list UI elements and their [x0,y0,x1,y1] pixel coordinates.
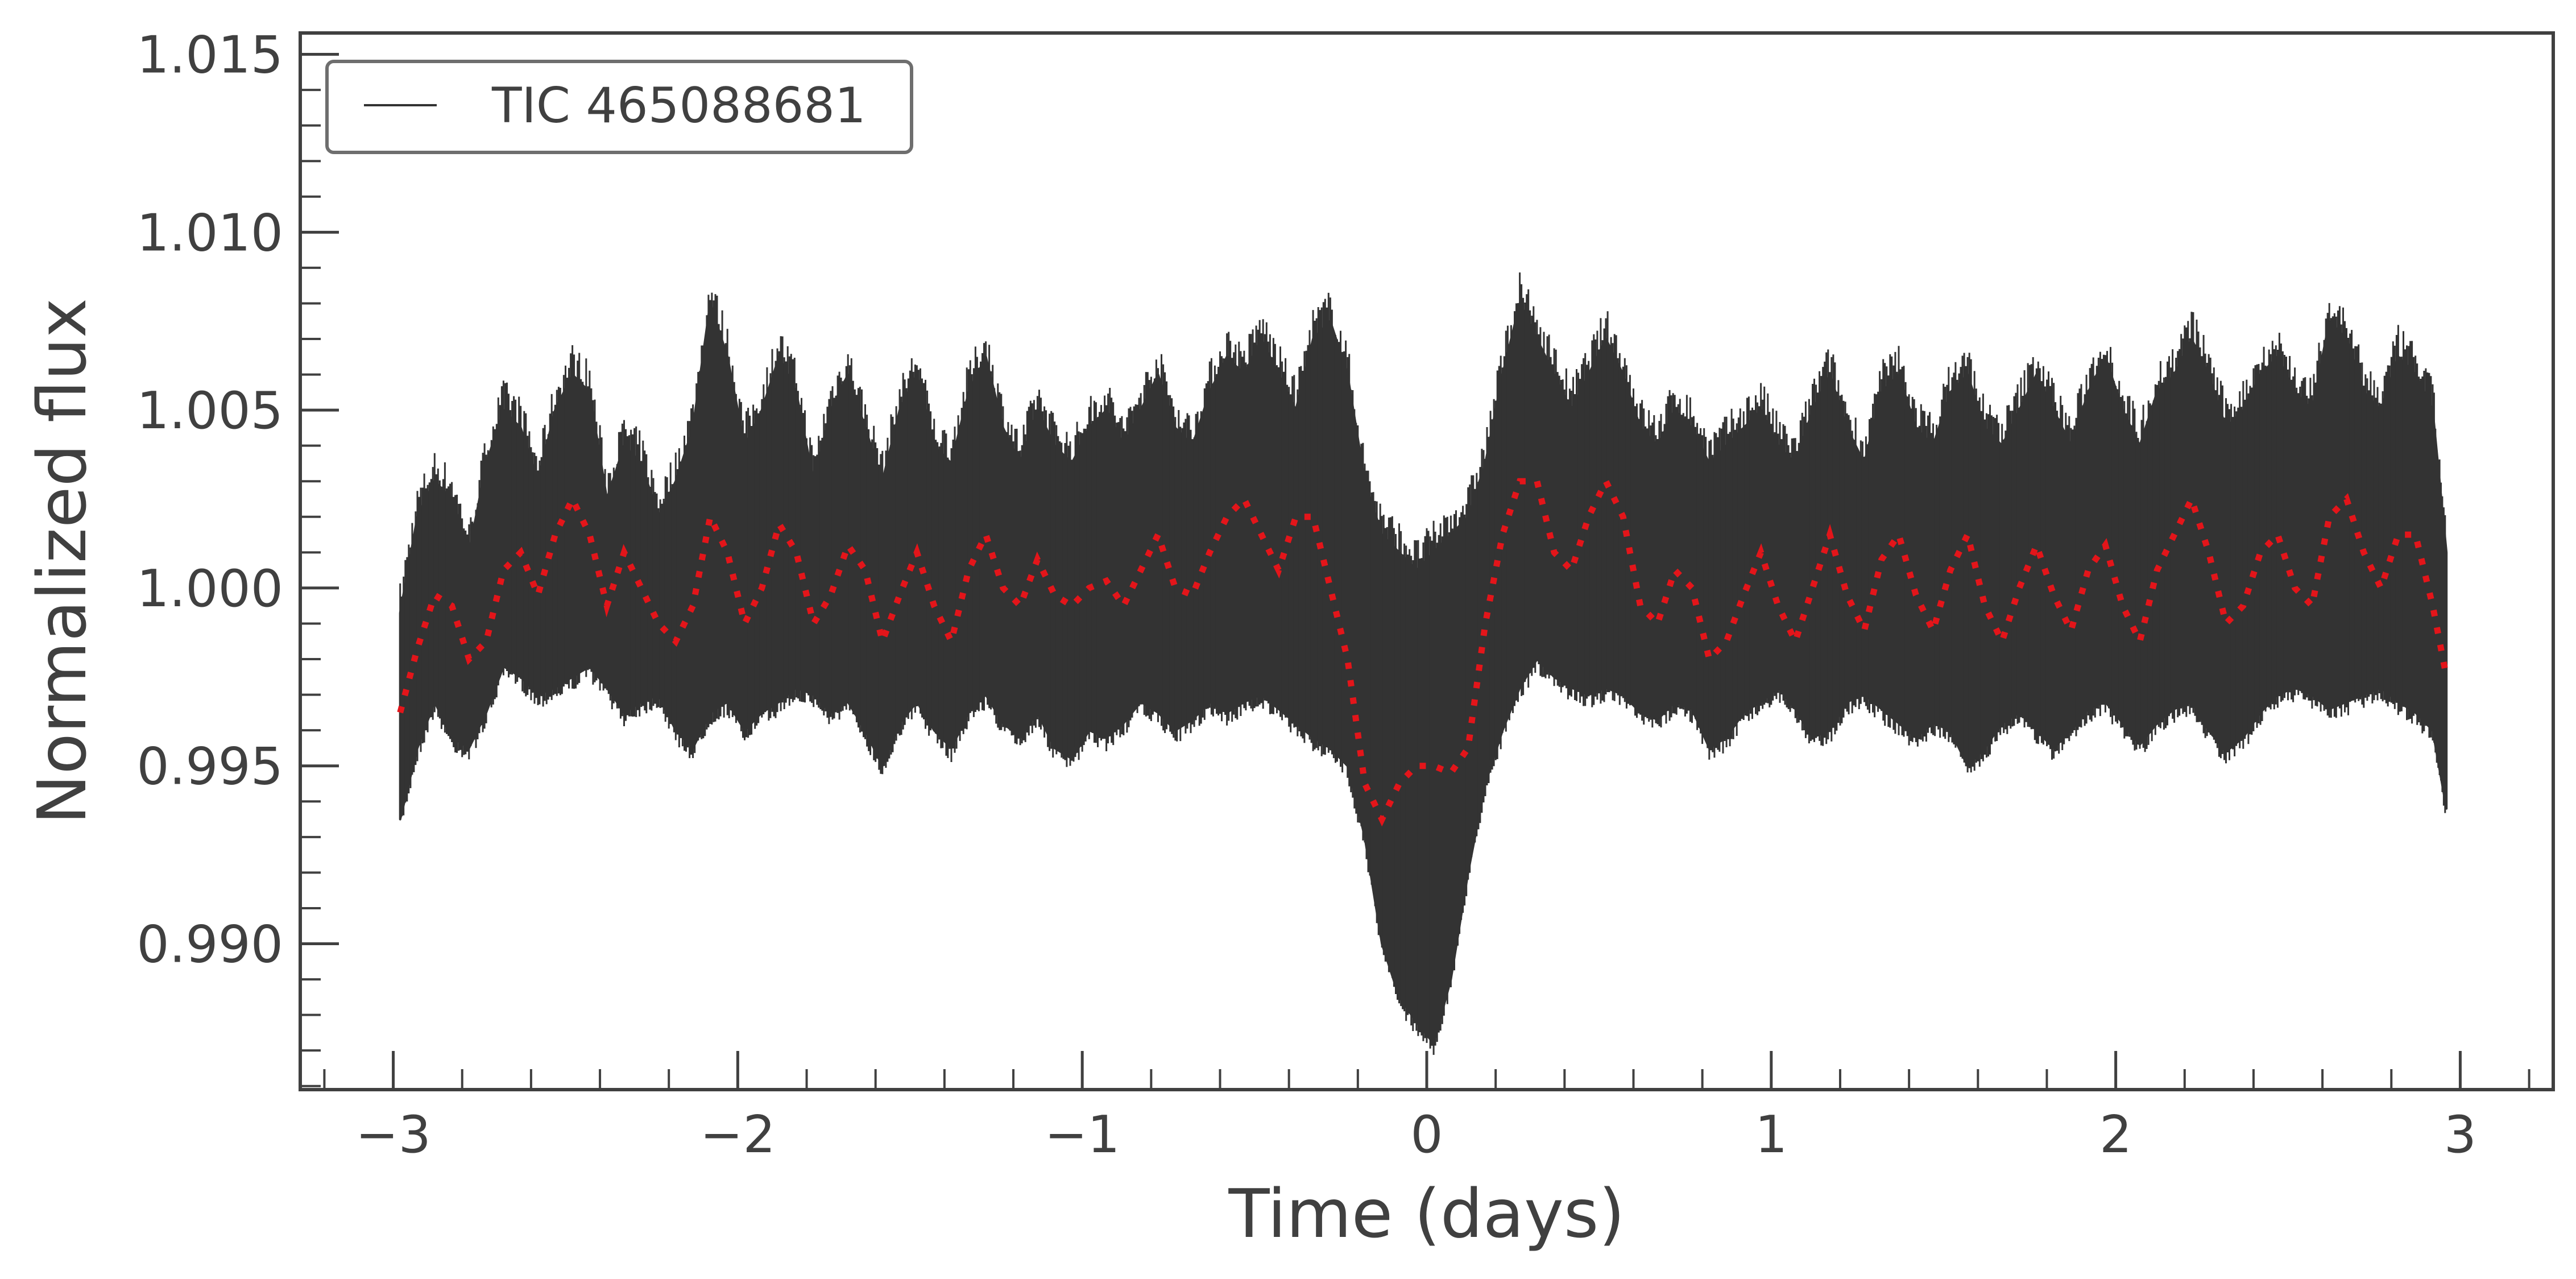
x-tick-label: −3 [355,1105,431,1165]
y-tick-label: 1.005 [136,381,283,441]
series-layer [397,272,2450,1055]
y-tick-label: 1.015 [136,26,283,85]
legend: TIC 465088681 [325,60,913,154]
y-tick-label: 1.000 [136,559,283,619]
model-series [397,474,2450,827]
y-tick-label: 1.010 [136,203,283,263]
x-tick-label: 3 [2444,1105,2476,1165]
x-axis-title: Time (days) [1228,1174,1625,1253]
x-tick-label: −1 [1045,1105,1120,1165]
y-tick-label: 0.995 [136,737,283,797]
legend-label: TIC 465088681 [491,77,866,134]
y-axis-title: Normalized flux [23,298,101,825]
flux-noise [399,272,2446,1055]
x-axis: −3 −2 −1 0 1 2 3 [323,1051,2531,1165]
x-tick-label: 0 [1410,1105,1443,1165]
y-axis: 0.990 0.995 1.000 1.005 1.010 1.015 [136,26,339,1087]
legend-box [325,60,913,154]
x-tick-label: −2 [700,1105,776,1165]
x-tick-label: 1 [1755,1105,1787,1165]
y-tick-label: 0.990 [136,915,283,975]
x-tick-label: 2 [2099,1105,2132,1165]
